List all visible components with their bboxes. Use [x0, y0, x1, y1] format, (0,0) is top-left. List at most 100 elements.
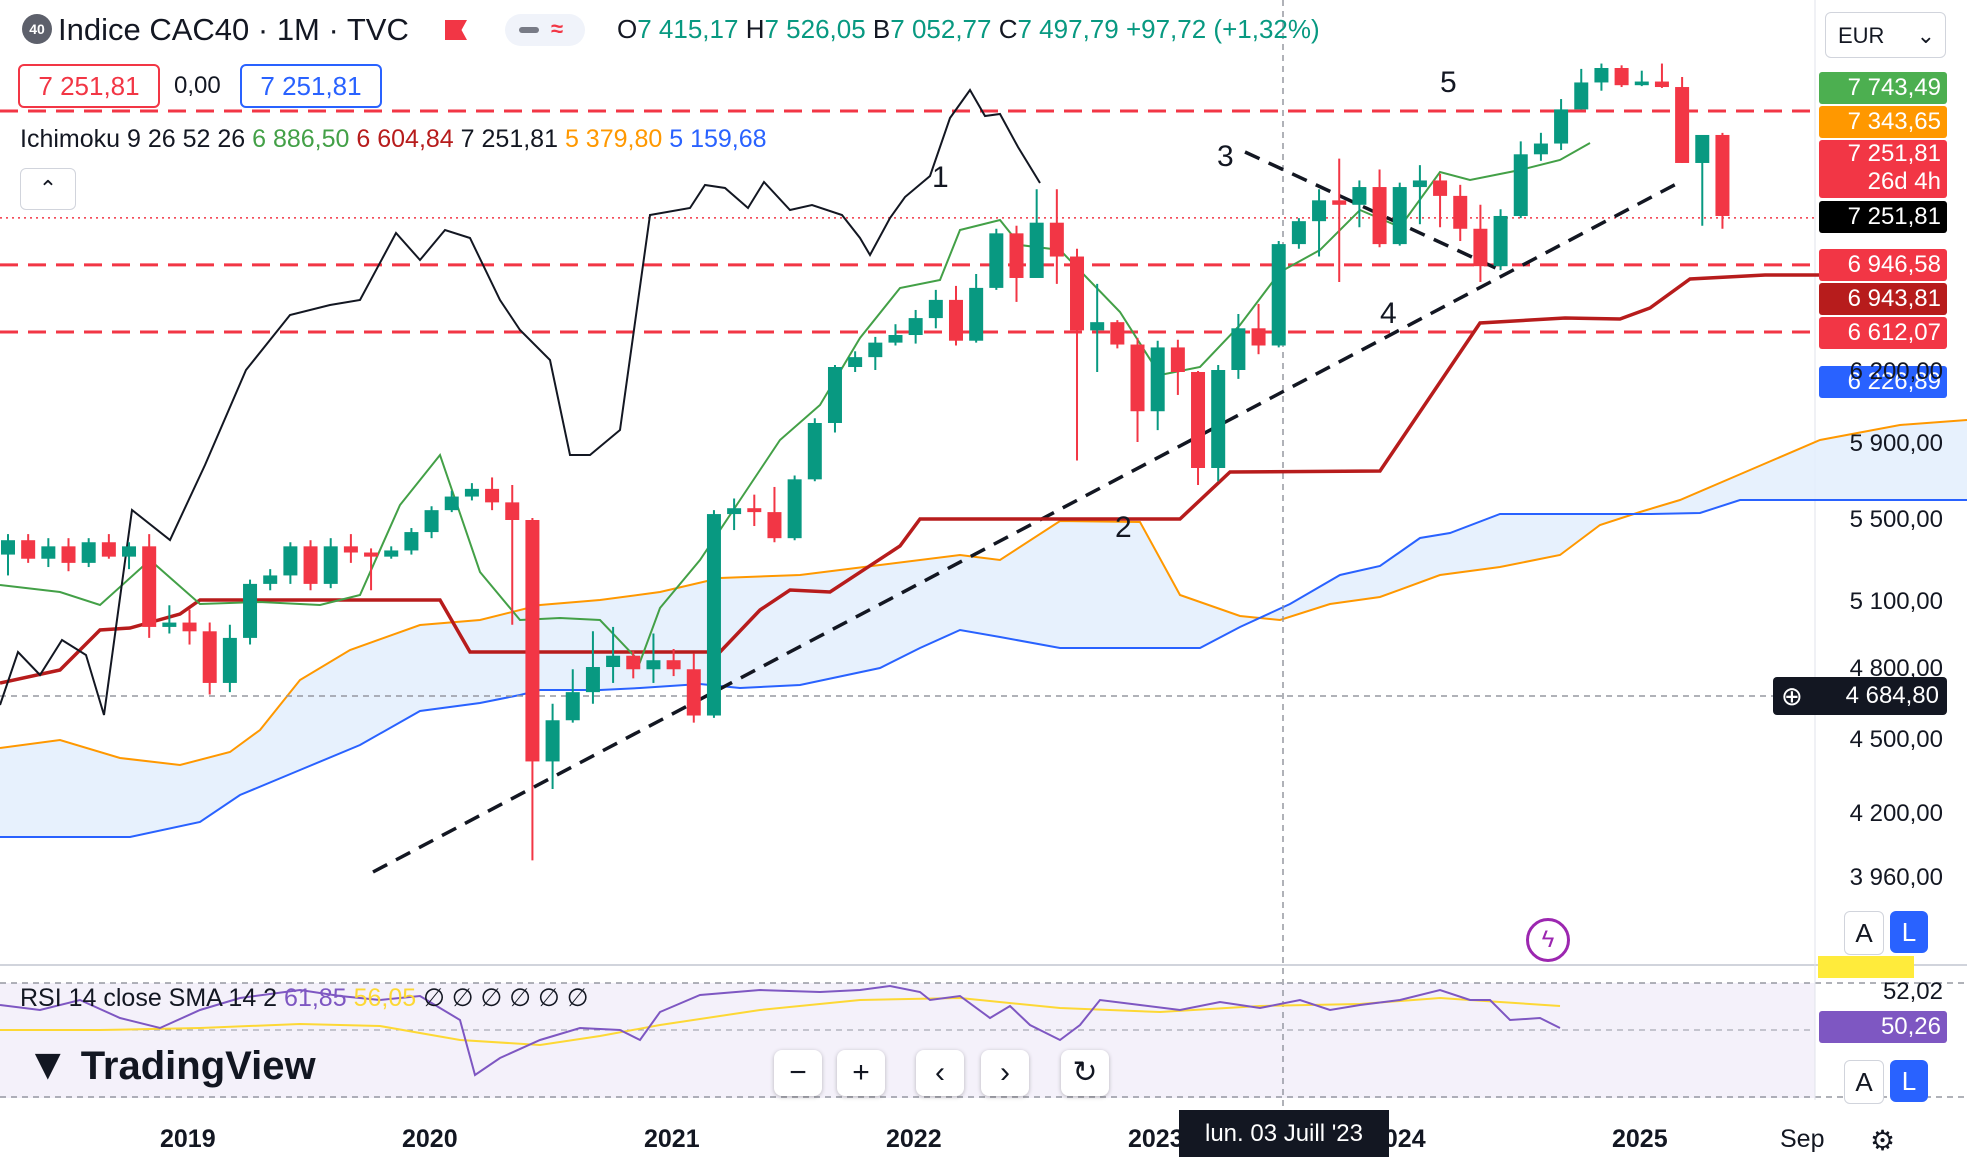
candle-body — [404, 532, 419, 551]
candle-body — [1312, 200, 1327, 222]
candle-body — [1453, 195, 1468, 229]
candle-body — [101, 542, 116, 557]
candle-body — [1150, 347, 1165, 412]
rsi-overbought-label — [1818, 956, 1914, 978]
ichimoku-span-b: 5 159,68 — [669, 125, 767, 153]
flag-icon[interactable] — [445, 20, 467, 40]
ichimoku-legend[interactable]: Ichimoku 9 26 52 26 6 886,50 6 604,84 7 … — [20, 125, 767, 154]
zoom-out-button[interactable]: − — [774, 1050, 822, 1096]
candle-body — [424, 510, 439, 533]
candle-body — [1332, 200, 1347, 205]
candle-body — [1049, 222, 1064, 257]
wave-label: 1 — [932, 161, 949, 194]
candle-body — [969, 287, 984, 341]
zoom-in-button[interactable]: + — [837, 1050, 885, 1096]
y-tick: 5 900,00 — [1849, 430, 1943, 457]
scroll-right-button[interactable]: › — [981, 1050, 1029, 1096]
price-label-span-a: 7 343,65 — [1819, 106, 1947, 138]
candle-body — [1110, 322, 1125, 345]
auto-scale-button-rsi[interactable]: A — [1844, 1060, 1884, 1104]
ichimoku-label: Ichimoku 9 26 52 26 — [20, 125, 246, 153]
candle-body — [1211, 369, 1226, 468]
ichimoku-base: 6 604,84 — [356, 125, 454, 153]
symbol-title[interactable]: Indice CAC40 · 1M · TVC — [58, 12, 409, 47]
chevron-down-icon: ⌄ — [1916, 23, 1935, 48]
candle-body — [888, 335, 903, 343]
candle-body — [283, 546, 298, 576]
reset-chart-button[interactable]: ↻ — [1061, 1050, 1109, 1096]
candle-body — [1, 540, 15, 555]
rsi-axis-label: 52,02 — [1882, 978, 1943, 1005]
candle-body — [1554, 109, 1569, 144]
log-scale-button[interactable]: L — [1890, 911, 1928, 953]
price-label-level-3: 6 612,07 — [1819, 317, 1947, 349]
candle-body — [1372, 187, 1387, 245]
plus-circle-icon[interactable]: ⊕ — [1781, 681, 1803, 711]
y-tick: 4 500,00 — [1849, 726, 1943, 753]
lightning-icon[interactable]: ϟ — [1526, 918, 1570, 962]
candle-body — [81, 542, 96, 563]
candle-body — [585, 667, 600, 693]
candle-body — [41, 546, 56, 559]
kumo-cloud — [0, 420, 1967, 837]
candle-body — [323, 546, 338, 584]
candle-body — [989, 233, 1004, 288]
candle-body — [767, 512, 782, 539]
price-label-base: 6 943,81 — [1819, 283, 1947, 315]
rsi-legend[interactable]: RSI 14 close SMA 14 2 61,85 56,05 ∅ ∅ ∅ … — [20, 983, 588, 1013]
candle-body — [243, 583, 258, 638]
candle-body — [848, 357, 863, 368]
rsi-label: RSI 14 close SMA 14 2 — [20, 984, 278, 1012]
tradingview-logo[interactable]: ▼ TradingView — [26, 1040, 316, 1089]
auto-scale-button[interactable]: A — [1844, 911, 1884, 955]
wave-label: 5 — [1440, 66, 1457, 99]
trendline-support — [372, 180, 1681, 874]
senkou-span-b — [0, 499, 1967, 838]
rsi-line — [0, 984, 1561, 1077]
candle-body — [444, 496, 459, 511]
ichimoku-conversion: 6 886,50 — [252, 125, 350, 153]
candle-body — [122, 546, 137, 557]
candle-body — [1009, 233, 1024, 278]
candle-body — [1695, 134, 1710, 163]
sell-button[interactable]: 7 251,81 — [18, 64, 160, 108]
candle-body — [1594, 68, 1609, 83]
kijun-sen — [0, 273, 1820, 685]
candle-body — [464, 488, 479, 497]
candle-body — [626, 655, 641, 670]
candle-body — [868, 342, 883, 358]
symbol-logo: 40 — [22, 14, 52, 44]
wave-icon: ≈ — [551, 16, 564, 41]
scroll-left-button[interactable]: ‹ — [916, 1050, 964, 1096]
x-tick: 2023 — [1128, 1125, 1184, 1153]
candle-body — [727, 508, 742, 515]
log-scale-button-rsi[interactable]: L — [1890, 1060, 1928, 1102]
ichimoku-span-a: 5 379,80 — [564, 125, 663, 153]
candle-body — [202, 631, 217, 683]
crosshair-date-label: lun. 03 Juill '23 — [1179, 1110, 1389, 1157]
candle-body — [485, 488, 500, 503]
candle-body — [1029, 222, 1044, 278]
candle-body — [646, 660, 661, 670]
currency-select[interactable]: EUR ⌄ — [1825, 12, 1946, 58]
candle-body — [1574, 82, 1589, 110]
candle-body — [1352, 187, 1367, 205]
candle-body — [545, 720, 560, 762]
spread-value: 0,00 — [174, 72, 221, 99]
candle-body — [747, 508, 762, 513]
candle-body — [1231, 328, 1246, 370]
x-tick: 2022 — [886, 1125, 942, 1153]
candle-body — [1271, 244, 1286, 346]
candle-body — [928, 299, 943, 319]
price-label-span-b: 6 226,89 — [1819, 366, 1947, 398]
chart-mode-toggle[interactable]: ≈ — [505, 14, 585, 46]
buy-button[interactable]: 7 251,81 — [240, 64, 382, 108]
settings-icon[interactable]: ⚙ — [1870, 1125, 1896, 1156]
x-tick: 2020 — [402, 1125, 458, 1153]
candle-body — [1715, 134, 1730, 216]
collapse-legend-button[interactable]: ⌃ — [20, 168, 76, 210]
candle-body — [1433, 180, 1448, 196]
rsi-current-label: 50,26 — [1819, 1011, 1947, 1043]
wave-label: 3 — [1217, 140, 1234, 173]
